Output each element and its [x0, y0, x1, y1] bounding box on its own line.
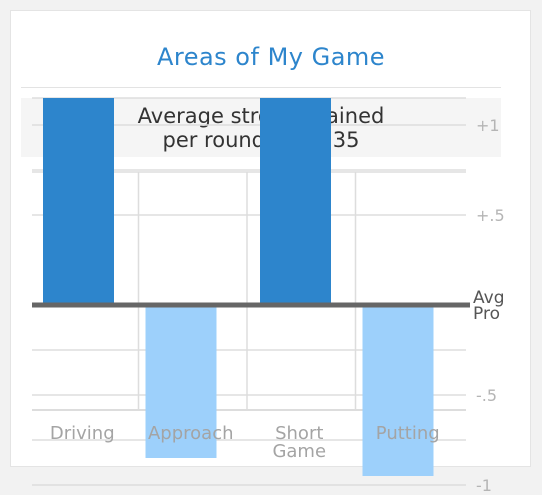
- x-category-label: Approach: [148, 423, 234, 444]
- title-divider: [21, 87, 501, 88]
- y-tick-label: -1: [476, 476, 492, 495]
- y-tick-label: +.5: [476, 206, 505, 225]
- bar-driving: [43, 98, 114, 305]
- bar-approach: [145, 305, 217, 458]
- x-category-label: Putting: [376, 423, 440, 444]
- y-tick-label: Avg Pro: [473, 288, 505, 324]
- x-category-label: Short Game: [272, 423, 326, 462]
- y-tick-label: +1: [476, 116, 500, 135]
- bar-putting: [362, 305, 434, 476]
- bar-short-game: [260, 98, 331, 305]
- card-title: Areas of My Game: [156, 43, 386, 71]
- x-category-label: Driving: [50, 423, 115, 444]
- y-tick-label: -.5: [476, 386, 497, 405]
